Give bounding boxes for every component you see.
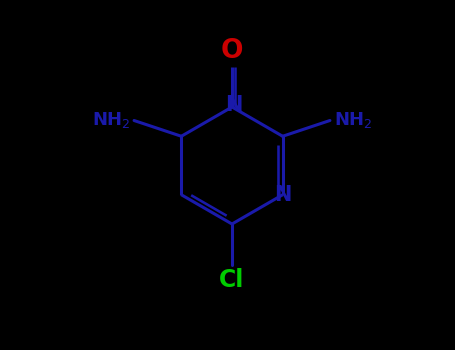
Text: NH$_2$: NH$_2$	[334, 110, 372, 130]
Text: O: O	[221, 38, 243, 64]
Text: N: N	[226, 95, 243, 115]
Text: N: N	[274, 185, 291, 205]
Text: NH$_2$: NH$_2$	[92, 110, 131, 130]
Text: Cl: Cl	[219, 268, 245, 292]
